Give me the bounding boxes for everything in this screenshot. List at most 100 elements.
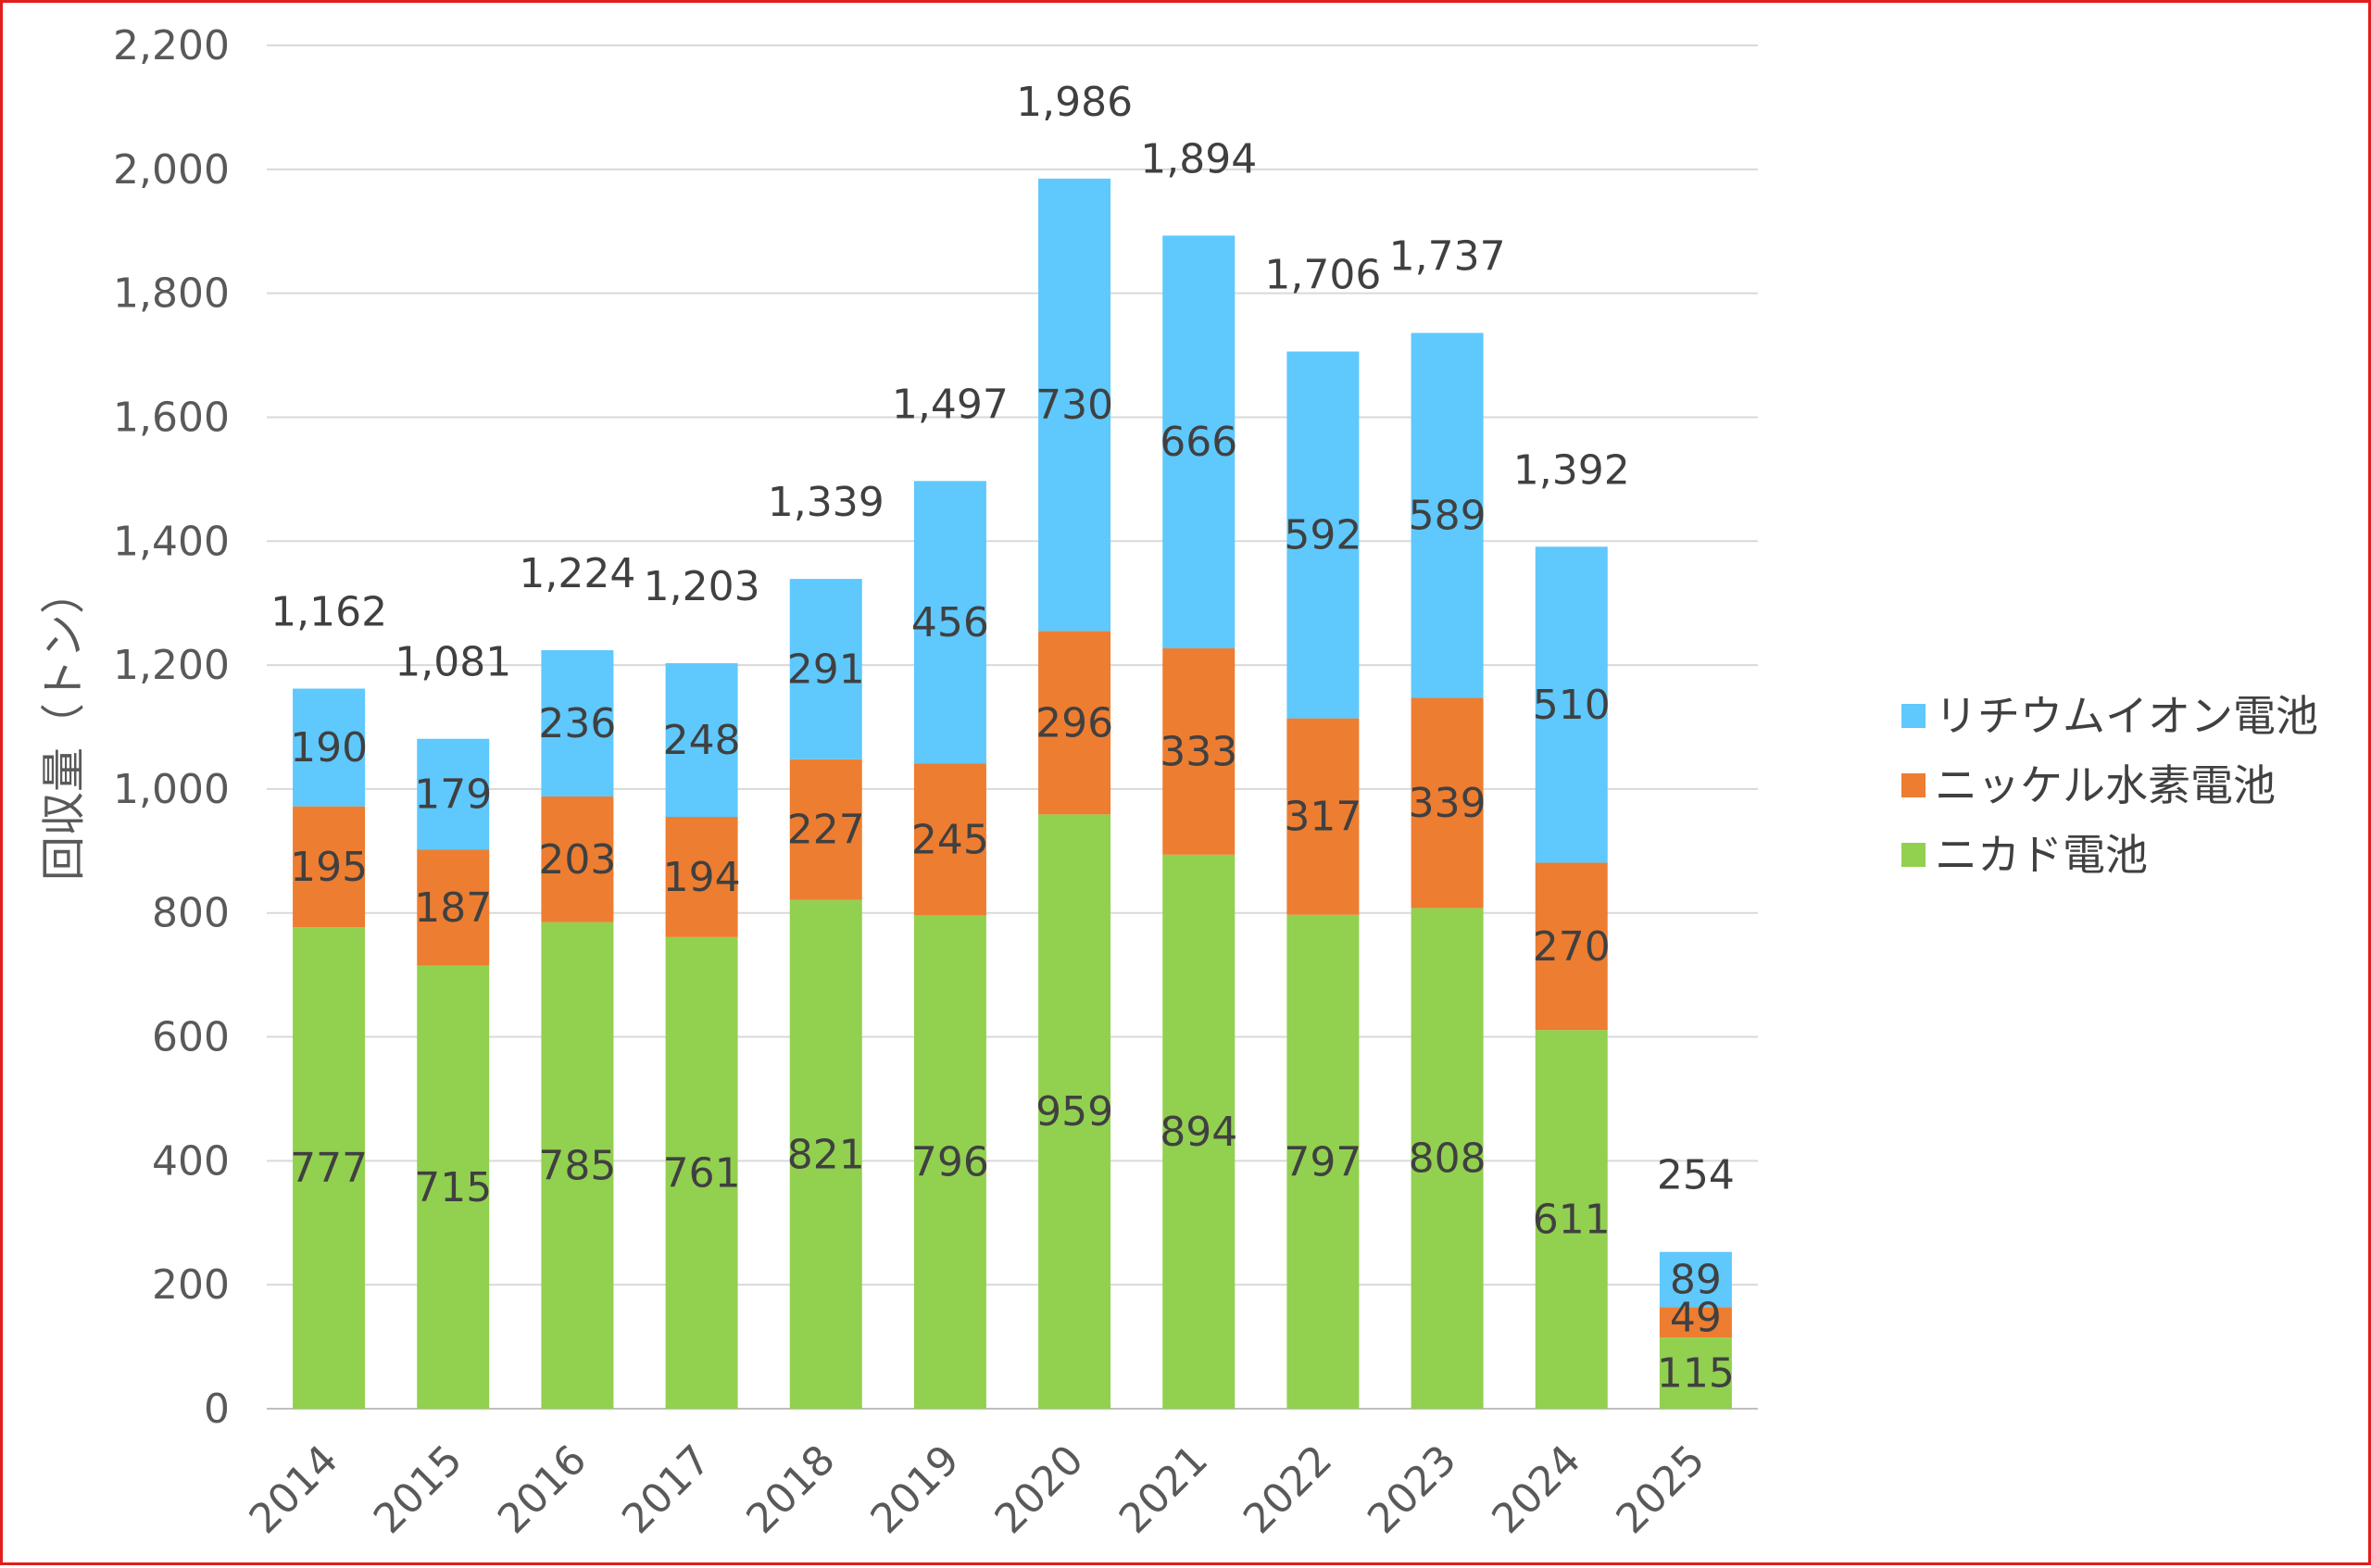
x-tick-label: 2017	[613, 1436, 720, 1543]
segment-value-label: 49	[1670, 1295, 1722, 1342]
segment-value-label: 190	[290, 724, 368, 771]
segment-value-label: 195	[290, 844, 368, 891]
bar-segment	[1535, 1030, 1608, 1409]
y-tick-label: 2,200	[113, 22, 230, 69]
bar-segment	[541, 922, 614, 1409]
bar-segment	[665, 663, 738, 818]
bar-segment	[417, 738, 490, 850]
stacked-bar-chart: 0 200 400 600 800 1,000 1,200 1,400 1,600 1,800 2,…	[38, 22, 2318, 1543]
segment-labels: 777 195 190 715 187 179 785 203 236 761 194 248 821 2…	[290, 382, 1735, 1397]
y-tick-label: 1,000	[113, 766, 230, 813]
bar-segment	[1535, 862, 1608, 1031]
segment-value-label: 666	[1160, 419, 1237, 466]
bar-segment	[1286, 914, 1360, 1409]
segment-value-label: 808	[1409, 1135, 1487, 1183]
bar-segment	[1162, 648, 1236, 855]
segment-value-label: 785	[538, 1142, 616, 1189]
legend-label: リチウムイオン電池	[1935, 691, 2318, 741]
bar-segment	[1411, 697, 1484, 909]
y-tick-label: 400	[152, 1137, 230, 1185]
segment-value-label: 761	[663, 1149, 741, 1197]
legend-label: ニカド電池	[1935, 830, 2148, 880]
segment-value-label: 248	[663, 717, 741, 764]
total-value-label: 254	[1657, 1152, 1735, 1199]
segment-value-label: 115	[1657, 1350, 1735, 1398]
bar-segment	[1286, 351, 1360, 719]
y-axis-label: 回収量（トン）	[38, 570, 90, 881]
segment-value-label: 194	[663, 854, 741, 901]
legend-swatch	[1901, 773, 1926, 797]
bar-segment	[541, 796, 614, 922]
bar-segment	[665, 817, 738, 937]
bar-segment	[293, 688, 366, 807]
segment-value-label: 796	[911, 1139, 989, 1186]
x-tick-label: 2016	[489, 1436, 596, 1543]
segment-value-label: 777	[290, 1145, 368, 1192]
y-tick-label: 1,800	[113, 270, 230, 318]
segment-value-label: 592	[1284, 512, 1361, 559]
bar-segment	[665, 936, 738, 1409]
x-tick-label: 2023	[1359, 1436, 1465, 1543]
x-tick-label: 2024	[1483, 1436, 1589, 1543]
bar-segment	[1535, 546, 1608, 863]
segment-value-label: 270	[1533, 923, 1611, 971]
bar-segment	[789, 899, 862, 1409]
segment-value-label: 245	[911, 816, 989, 863]
legend-swatch	[1901, 704, 1926, 728]
x-tick-label: 2020	[986, 1436, 1093, 1543]
bar-segment	[417, 849, 490, 966]
segment-value-label: 291	[787, 646, 865, 693]
bar-segment	[1162, 235, 1236, 649]
bar-segment	[541, 650, 614, 797]
bar-segment	[1659, 1307, 1732, 1338]
bar-segment	[417, 965, 490, 1409]
segment-value-label: 296	[1035, 699, 1113, 746]
segment-value-label: 339	[1409, 780, 1487, 827]
segment-value-label: 821	[787, 1131, 865, 1178]
y-tick-label: 600	[152, 1014, 230, 1061]
segment-value-label: 89	[1670, 1256, 1722, 1303]
segment-value-label: 797	[1284, 1138, 1361, 1185]
bar-segment	[1411, 908, 1484, 1409]
gridlines	[267, 44, 1758, 1410]
bar-segment	[1659, 1251, 1732, 1308]
segment-value-label: 894	[1160, 1109, 1237, 1156]
bar-segment	[1038, 814, 1111, 1409]
total-value-label: 1,737	[1389, 232, 1506, 280]
total-value-label: 1,339	[768, 479, 884, 526]
y-tick-label: 200	[152, 1261, 230, 1309]
total-value-label: 1,203	[644, 563, 760, 610]
y-tick-label: 1,400	[113, 518, 230, 565]
total-value-label: 1,162	[270, 589, 387, 636]
bar-segment	[293, 927, 366, 1409]
x-tick-label: 2014	[241, 1436, 347, 1543]
segment-value-label: 715	[414, 1164, 492, 1211]
segment-value-label: 959	[1035, 1088, 1113, 1135]
segment-value-label: 510	[1533, 682, 1611, 729]
segment-value-label: 227	[787, 807, 865, 854]
bar-segment	[1038, 631, 1111, 815]
segment-value-label: 236	[538, 700, 616, 747]
x-tick-label: 2021	[1110, 1436, 1217, 1543]
total-value-label: 1,986	[1016, 79, 1133, 126]
x-axis-ticks: 2014 2015 2016 2017 2018 2019 2020 2021 2022 2023…	[241, 1436, 1714, 1543]
legend-swatch	[1901, 843, 1926, 867]
total-value-label: 1,706	[1264, 252, 1381, 299]
y-tick-label: 2,000	[113, 146, 230, 194]
total-value-label: 1,224	[519, 550, 635, 597]
y-tick-label: 800	[152, 890, 230, 937]
bar-segment	[1286, 718, 1360, 915]
segment-value-label: 456	[911, 599, 989, 646]
total-value-label: 1,081	[395, 639, 511, 686]
x-tick-label: 2018	[737, 1436, 844, 1543]
y-tick-label: 1,600	[113, 394, 230, 441]
segment-value-label: 203	[538, 836, 616, 884]
bar-segment	[789, 579, 862, 759]
bar-segment	[913, 763, 986, 916]
segment-value-label: 611	[1533, 1197, 1611, 1244]
bar-segment	[293, 806, 366, 928]
x-tick-label: 2015	[365, 1436, 471, 1543]
total-value-label: 1,392	[1513, 446, 1630, 494]
